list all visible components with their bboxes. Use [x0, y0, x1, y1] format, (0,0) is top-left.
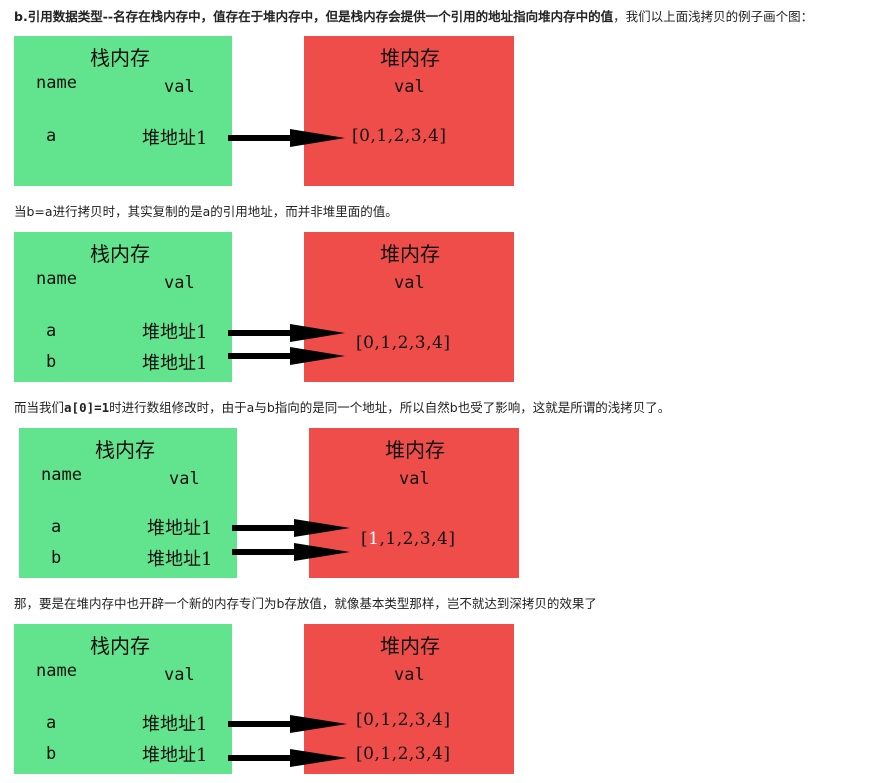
heap-title: 堆内存	[385, 438, 445, 462]
arrow-a-1	[228, 129, 345, 147]
var-name-a: a	[51, 517, 62, 537]
heap-title: 堆内存	[380, 46, 440, 70]
heap-array-value: [0,1,2,3,4]	[356, 333, 451, 353]
intro-paragraph: b.引用数据类型--名存在栈内存中，值存在于堆内存中，但是栈内存会提供一个引用的…	[14, 8, 813, 26]
intro-rest-text: ，我们以上面浅拷贝的例子画个图：	[613, 9, 814, 24]
var-name-a: a	[46, 321, 57, 341]
heap-memory-box-3: 堆内存 val [1,1,2,3,4]	[309, 428, 519, 578]
stack-val-header: val	[164, 273, 195, 293]
stack-val-header: val	[169, 469, 200, 489]
deep-copy-paragraph: 那，要是在堆内存中也开辟一个新的内存专门为b存放值，就像基本类型那样，岂不就达到…	[14, 596, 597, 611]
heap-memory-box-2: 堆内存 val [0,1,2,3,4]	[304, 232, 514, 382]
stack-title: 栈内存	[90, 242, 150, 266]
copy-paragraph: 当b=a进行拷贝时，其实复制的是a的引用地址，而并非堆里面的值。	[14, 204, 398, 219]
stack-memory-box-3: 栈内存 name val a 堆地址1 b 堆地址1	[19, 428, 237, 578]
var-address-a: 堆地址1	[142, 128, 208, 149]
heap-array-value: [1,1,2,3,4]	[361, 529, 456, 549]
arrow-a-3	[232, 519, 350, 537]
stack-name-header: name	[36, 661, 77, 681]
var-address-a: 堆地址1	[142, 714, 208, 735]
stack-memory-box-4: 栈内存 name val a 堆地址1 b 堆地址1	[14, 624, 232, 774]
arrow-b-3	[232, 543, 350, 561]
var-name-b: b	[46, 352, 57, 372]
heap-val-header: val	[399, 469, 430, 489]
heap-val-header: val	[394, 77, 425, 97]
heap-val-header: val	[394, 273, 425, 293]
stack-title: 栈内存	[90, 46, 150, 70]
stack-title: 栈内存	[90, 634, 150, 658]
arrow-a-4	[228, 715, 347, 733]
arrow-a-2	[228, 324, 345, 342]
stack-memory-box-1: 栈内存 name val a 堆地址1	[14, 36, 232, 186]
modify-paragraph: 而当我们a[0]=1时进行数组修改时，由于a与b指向的是同一个地址，所以自然b也…	[14, 400, 671, 415]
stack-val-header: val	[164, 665, 195, 685]
var-address-b: 堆地址1	[142, 745, 208, 766]
arrow-b-4	[228, 749, 347, 767]
modified-element: 1	[368, 529, 380, 549]
heap-title: 堆内存	[380, 634, 440, 658]
stack-name-header: name	[41, 465, 82, 485]
stack-memory-box-2: 栈内存 name val a 堆地址1 b 堆地址1	[14, 232, 232, 382]
heap-array-value: [0,1,2,3,4]	[352, 126, 447, 146]
var-address-a: 堆地址1	[142, 322, 208, 343]
var-name-a: a	[46, 126, 57, 146]
intro-bold-text: b.引用数据类型--名存在栈内存中，值存在于堆内存中，但是栈内存会提供一个引用的…	[14, 9, 614, 24]
var-address-b: 堆地址1	[142, 353, 208, 374]
heap-title: 堆内存	[380, 242, 440, 266]
arrow-b-2	[228, 347, 345, 365]
heap-memory-box-4: 堆内存 val [0,1,2,3,4] [0,1,2,3,4]	[304, 624, 514, 774]
stack-name-header: name	[36, 73, 77, 93]
stack-val-header: val	[164, 77, 195, 97]
var-name-a: a	[46, 713, 57, 733]
var-name-b: b	[46, 744, 57, 764]
heap-array-value-b: [0,1,2,3,4]	[356, 744, 451, 764]
var-address-a: 堆地址1	[147, 518, 213, 539]
var-address-b: 堆地址1	[147, 549, 213, 570]
var-name-b: b	[51, 548, 62, 568]
heap-memory-box-1: 堆内存 val [0,1,2,3,4]	[304, 36, 514, 186]
heap-array-value-a: [0,1,2,3,4]	[356, 710, 451, 730]
stack-title: 栈内存	[95, 438, 155, 462]
stack-name-header: name	[36, 269, 77, 289]
heap-val-header: val	[394, 665, 425, 685]
code-snippet: a[0]=1	[64, 400, 110, 415]
